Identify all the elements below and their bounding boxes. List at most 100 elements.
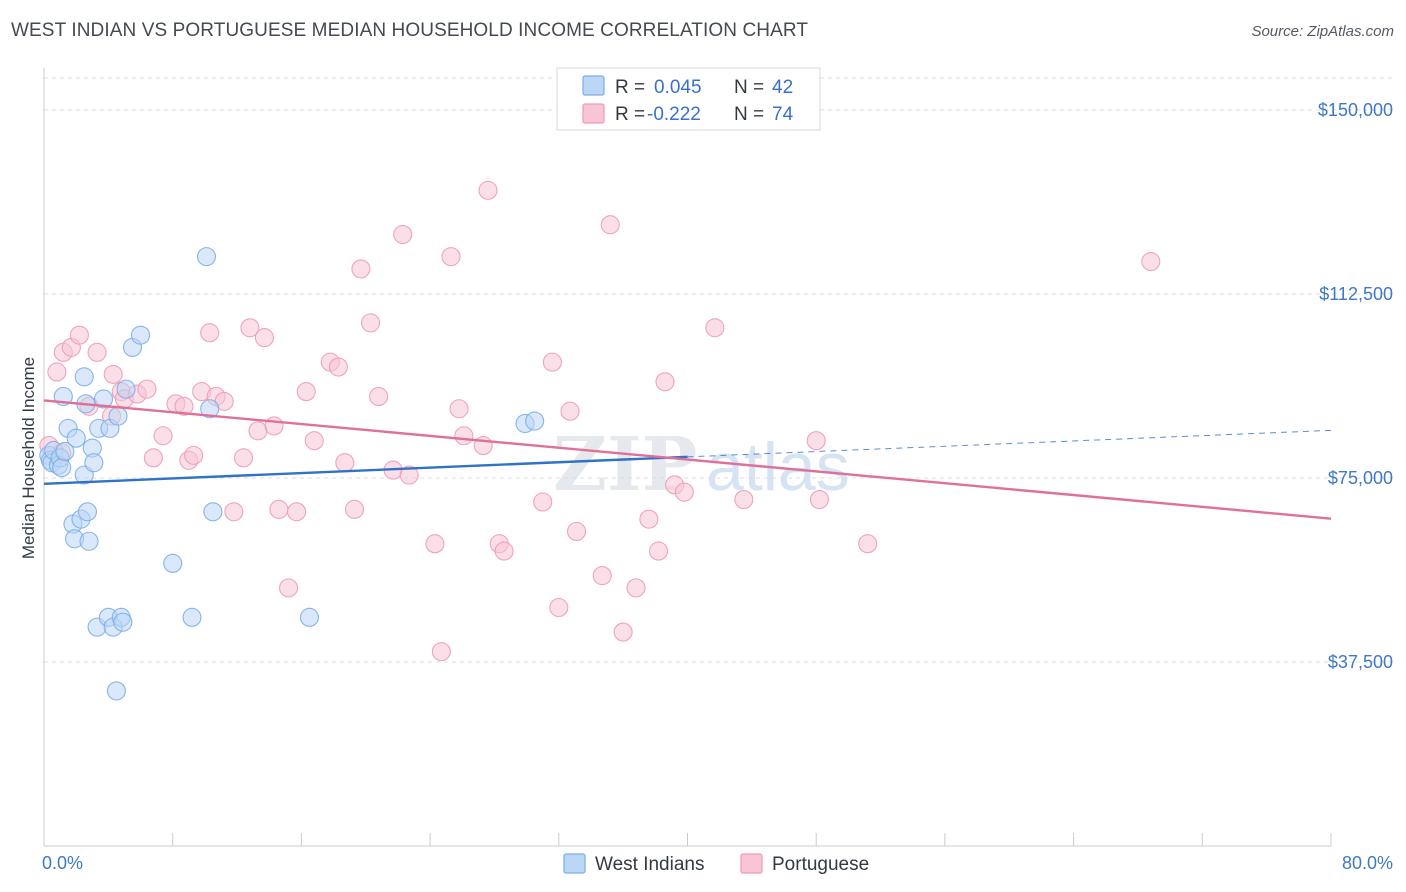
portuguese-point (304, 431, 324, 451)
portuguese-point (361, 313, 381, 333)
portuguese-point (613, 622, 633, 642)
x-tick-label-min: 0.0% (42, 853, 83, 873)
west-indians-point (93, 389, 114, 409)
y-tick-label: $150,000 (1318, 100, 1393, 120)
source-credit: Source: ZipAtlas.com (1251, 23, 1394, 40)
portuguese-point (269, 499, 289, 519)
portuguese-point (858, 534, 878, 554)
portuguese-point (264, 416, 284, 436)
portuguese-point (454, 426, 474, 446)
portuguese-point (248, 421, 268, 441)
portuguese-point (393, 224, 413, 245)
west-indians-point (84, 453, 104, 473)
west-indians-point (116, 379, 136, 399)
west-indians-point (203, 502, 223, 522)
portuguese-point (174, 396, 194, 416)
west-indians-point (113, 612, 133, 632)
west-indians-point (66, 428, 86, 448)
y-axis-tick-labels: $37,500 $75,000 $112,500 $150,000 (1318, 100, 1393, 672)
portuguese-point (224, 502, 244, 522)
legend-n-label-west-indians: N = (734, 77, 764, 98)
portuguese-point (674, 482, 694, 502)
portuguese-point (431, 642, 451, 662)
portuguese-point (734, 489, 754, 510)
portuguese-point (494, 541, 514, 561)
portuguese-point (648, 541, 669, 561)
west-indians-trend-extension (687, 429, 1332, 458)
portuguese-point (533, 492, 553, 512)
west-indians-point (74, 367, 94, 387)
portuguese-point (153, 426, 173, 446)
west-indians-point (299, 607, 319, 627)
series-legend-swatch-west-indians (563, 853, 586, 874)
portuguese-point (296, 382, 316, 402)
portuguese-point (137, 379, 157, 399)
legend-r-label-portuguese: R = (615, 104, 645, 125)
west-indians-point (163, 553, 183, 573)
legend-r-value-portuguese: -0.222 (647, 104, 701, 125)
x-tick-label-max: 80.0% (1342, 853, 1393, 873)
portuguese-point (399, 465, 419, 485)
portuguese-point (639, 509, 659, 529)
portuguese-point (87, 342, 107, 362)
west-indians-point (130, 325, 151, 345)
series-west-indians-points (39, 247, 545, 701)
portuguese-point (369, 386, 389, 407)
portuguese-point (335, 453, 355, 473)
west-indians-point (196, 247, 217, 267)
portuguese-point (351, 259, 371, 279)
portuguese-point (328, 357, 348, 377)
y-tick-label: $112,500 (1319, 284, 1393, 304)
portuguese-point (200, 323, 220, 343)
legend-n-value-west-indians: 42 (772, 77, 793, 98)
west-indians-point (77, 502, 97, 522)
portuguese-point (806, 431, 826, 451)
portuguese-point (549, 597, 569, 618)
portuguese-point (69, 325, 89, 345)
portuguese-point (287, 502, 307, 522)
portuguese-point (542, 352, 562, 372)
portuguese-point (566, 521, 587, 541)
series-legend-label-west-indians: West Indians (595, 854, 704, 875)
portuguese-point (809, 489, 829, 510)
portuguese-trend-line (43, 399, 1332, 520)
west-indians-trend-line (43, 455, 688, 486)
correlation-legend: R = 0.045 N = 42 R = -0.222 N = 74 (556, 67, 821, 131)
legend-n-label-portuguese: N = (734, 104, 764, 125)
west-indians-point (108, 406, 128, 426)
series-portuguese-points (39, 180, 1161, 662)
portuguese-point (233, 448, 254, 468)
y-tick-label: $75,000 (1328, 468, 1393, 488)
portuguese-point (705, 318, 725, 338)
portuguese-point (441, 247, 461, 267)
portuguese-point (143, 448, 163, 468)
legend-r-value-west-indians: 0.045 (654, 77, 702, 98)
gridlines (44, 77, 1393, 663)
portuguese-point (600, 215, 620, 235)
chart-title: WEST INDIAN VS PORTUGUESE MEDIAN HOUSEHO… (11, 20, 809, 41)
portuguese-point (344, 499, 365, 519)
portuguese-point (278, 578, 299, 598)
series-legend-label-portuguese: Portuguese (772, 854, 869, 875)
west-indians-point (182, 607, 202, 627)
portuguese-point (592, 566, 612, 586)
series-legend: West Indians Portuguese (563, 853, 869, 875)
west-indians-point (79, 531, 99, 551)
legend-swatch-portuguese (582, 103, 605, 124)
y-axis-label: Median Household Income (19, 357, 38, 559)
west-indians-point (52, 458, 72, 478)
west-indians-point (55, 441, 75, 461)
portuguese-point (103, 364, 123, 384)
portuguese-point (254, 328, 274, 348)
series-legend-swatch-portuguese (740, 853, 763, 874)
west-indians-point (106, 681, 126, 701)
portuguese-point (655, 372, 675, 392)
portuguese-point (184, 445, 204, 465)
portuguese-point (560, 401, 580, 421)
trend-lines (43, 399, 1332, 520)
portuguese-point (47, 362, 67, 382)
legend-n-value-portuguese: 74 (772, 104, 794, 125)
west-indians-point (200, 399, 220, 419)
watermark: ZIP atlas (553, 422, 850, 508)
portuguese-point (626, 578, 646, 598)
